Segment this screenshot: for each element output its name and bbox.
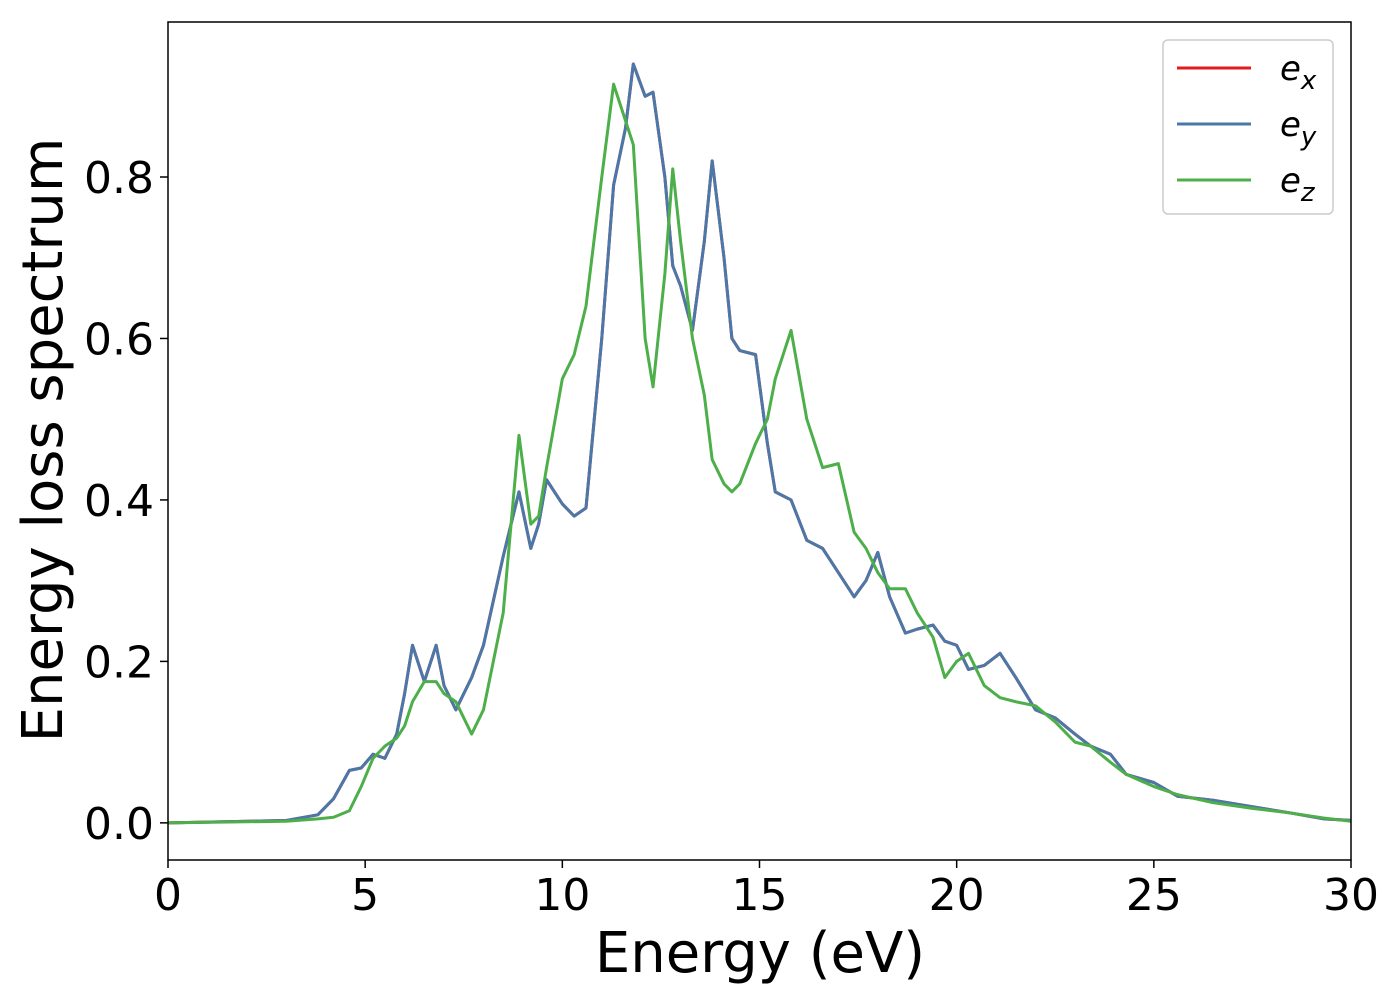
legend-label: ex [1280, 49, 1317, 96]
x-tick-label: 5 [351, 870, 379, 921]
legend-box [1162, 39, 1334, 215]
y-tick-label: 0.2 [84, 637, 154, 688]
x-tick-label: 20 [929, 870, 985, 921]
x-axis-label: Energy (eV) [595, 921, 925, 986]
x-tick-label: 15 [732, 870, 788, 921]
y-tick-label: 0.0 [84, 799, 154, 850]
x-tick-label: 30 [1323, 870, 1379, 921]
x-tick-label: 0 [154, 870, 182, 921]
legend-label: ez [1280, 161, 1316, 208]
x-tick-label: 25 [1126, 870, 1182, 921]
series-line [168, 82, 1351, 825]
legend: ex ey ez [1162, 39, 1334, 215]
legend-label: ey [1280, 105, 1317, 152]
x-tick-label: 10 [534, 870, 590, 921]
plot-frame [167, 21, 1352, 861]
y-axis-label: Energy loss spectrum [11, 138, 76, 743]
y-tick-label: 0.6 [84, 314, 154, 365]
y-tick-label: 0.4 [84, 476, 154, 527]
series-line [168, 62, 1351, 825]
y-tick-label: 0.8 [84, 153, 154, 204]
